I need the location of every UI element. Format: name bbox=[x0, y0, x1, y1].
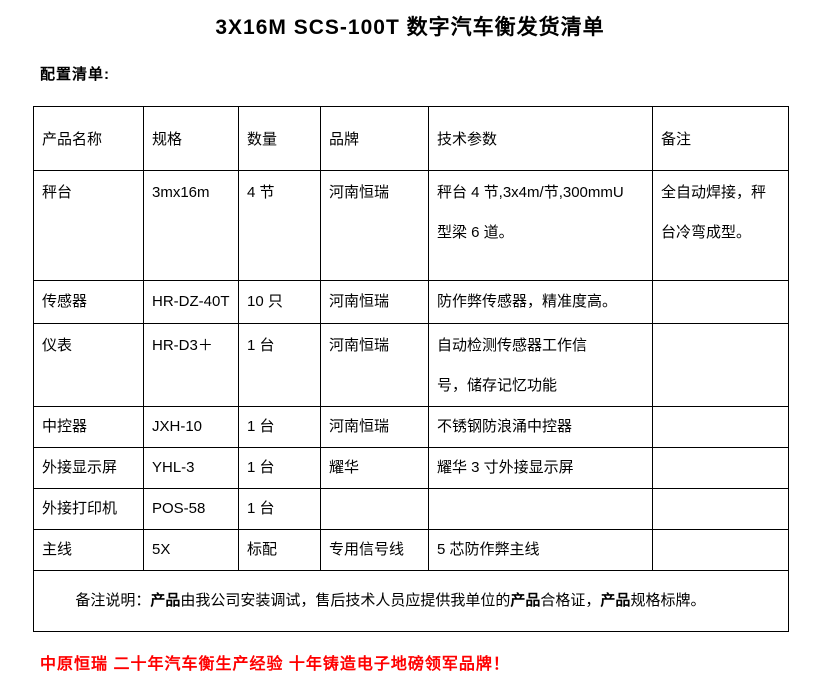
column-header-tech: 技术参数 bbox=[428, 106, 653, 171]
cell-spec: 3mx16m bbox=[143, 170, 239, 281]
cell-qty: 1 台 bbox=[238, 447, 321, 489]
note-cell: 备注说明：产品由我公司安装调试，售后技术人员应提供我单位的产品合格证，产品规格标… bbox=[33, 570, 789, 632]
cell-tech: 5 芯防作弊主线 bbox=[428, 529, 653, 571]
cell-product: 仪表 bbox=[33, 323, 144, 407]
table-row-weighbridge: 秤台 3mx16m 4 节 河南恒瑞 秤台 4 节,3x4m/节,300mmU … bbox=[33, 170, 789, 281]
cell-tech: 防作弊传感器，精准度高。 bbox=[428, 280, 653, 324]
note-text-part: 产品 bbox=[150, 592, 181, 609]
cell-product: 秤台 bbox=[33, 170, 144, 281]
cell-spec: HR-D3＋ bbox=[143, 323, 239, 407]
cell-remark bbox=[652, 447, 789, 489]
cell-tech: 自动检测传感器工作信 号，储存记忆功能 bbox=[428, 323, 653, 407]
cell-tech: 耀华 3 寸外接显示屏 bbox=[428, 447, 653, 489]
table-row-indicator: 仪表 HR-D3＋ 1 台 河南恒瑞 自动检测传感器工作信 号，储存记忆功能 bbox=[33, 323, 789, 407]
table-row-mainline: 主线 5X 标配 专用信号线 5 芯防作弊主线 bbox=[33, 529, 789, 571]
cell-product: 中控器 bbox=[33, 406, 144, 448]
cell-tech: 秤台 4 节,3x4m/节,300mmU 型梁 6 道。 bbox=[428, 170, 653, 281]
cell-remark bbox=[652, 406, 789, 448]
cell-product: 外接显示屏 bbox=[33, 447, 144, 489]
table-header-row: 产品名称 规格 数量 品牌 技术参数 备注 bbox=[33, 106, 789, 171]
cell-remark bbox=[652, 323, 789, 407]
note-text-part: 合格证， bbox=[540, 592, 601, 609]
table-row-printer: 外接打印机 POS-58 1 台 bbox=[33, 488, 789, 530]
section-label: 配置清单: bbox=[40, 66, 110, 83]
column-header-spec: 规格 bbox=[143, 106, 239, 171]
cell-remark bbox=[652, 529, 789, 571]
column-header-product: 产品名称 bbox=[33, 106, 144, 171]
table-row-display: 外接显示屏 YHL-3 1 台 耀华 耀华 3 寸外接显示屏 bbox=[33, 447, 789, 489]
cell-spec: JXH-10 bbox=[143, 406, 239, 448]
cell-tech bbox=[428, 488, 653, 530]
cell-qty: 4 节 bbox=[238, 170, 321, 281]
note-text-part: 产品 bbox=[510, 592, 541, 609]
cell-brand bbox=[320, 488, 429, 530]
cell-brand: 耀华 bbox=[320, 447, 429, 489]
cell-product: 外接打印机 bbox=[33, 488, 144, 530]
note-text-part: 由我公司安装调试，售后技术人员应提供我单位的 bbox=[180, 592, 511, 609]
cell-product: 主线 bbox=[33, 529, 144, 571]
cell-brand: 河南恒瑞 bbox=[320, 323, 429, 407]
cell-qty: 1 台 bbox=[238, 406, 321, 448]
cell-brand: 专用信号线 bbox=[320, 529, 429, 571]
note-text-part: 备注说明： bbox=[75, 592, 151, 609]
cell-remark bbox=[652, 280, 789, 324]
cell-spec: YHL-3 bbox=[143, 447, 239, 489]
cell-brand: 河南恒瑞 bbox=[320, 406, 429, 448]
cell-spec: HR-DZ-40T bbox=[143, 280, 239, 324]
table-row-controller: 中控器 JXH-10 1 台 河南恒瑞 不锈钢防浪涌中控器 bbox=[33, 406, 789, 448]
cell-product: 传感器 bbox=[33, 280, 144, 324]
note-row: 备注说明：产品由我公司安装调试，售后技术人员应提供我单位的产品合格证，产品规格标… bbox=[33, 570, 789, 632]
cell-tech: 不锈钢防浪涌中控器 bbox=[428, 406, 653, 448]
cell-qty: 1 台 bbox=[238, 323, 321, 407]
column-header-remark: 备注 bbox=[652, 106, 789, 171]
cell-qty: 1 台 bbox=[238, 488, 321, 530]
config-table: 产品名称 规格 数量 品牌 技术参数 备注 秤台 3mx16m 4 节 河南恒瑞… bbox=[33, 106, 789, 632]
cell-spec: POS-58 bbox=[143, 488, 239, 530]
note-text-part: 规格标牌。 bbox=[630, 592, 706, 609]
cell-spec: 5X bbox=[143, 529, 239, 571]
cell-qty: 标配 bbox=[238, 529, 321, 571]
page-title: 3X16M SCS-100T 数字汽车衡发货清单 bbox=[215, 16, 605, 39]
cell-qty: 10 只 bbox=[238, 280, 321, 324]
column-header-brand: 品牌 bbox=[320, 106, 429, 171]
cell-brand: 河南恒瑞 bbox=[320, 170, 429, 281]
cell-brand: 河南恒瑞 bbox=[320, 280, 429, 324]
cell-remark: 全自动焊接，秤 台冷弯成型。 bbox=[652, 170, 789, 281]
note-text-part: 产品 bbox=[600, 592, 631, 609]
cell-remark bbox=[652, 488, 789, 530]
column-header-qty: 数量 bbox=[238, 106, 321, 171]
table-row-sensor: 传感器 HR-DZ-40T 10 只 河南恒瑞 防作弊传感器，精准度高。 bbox=[33, 280, 789, 324]
